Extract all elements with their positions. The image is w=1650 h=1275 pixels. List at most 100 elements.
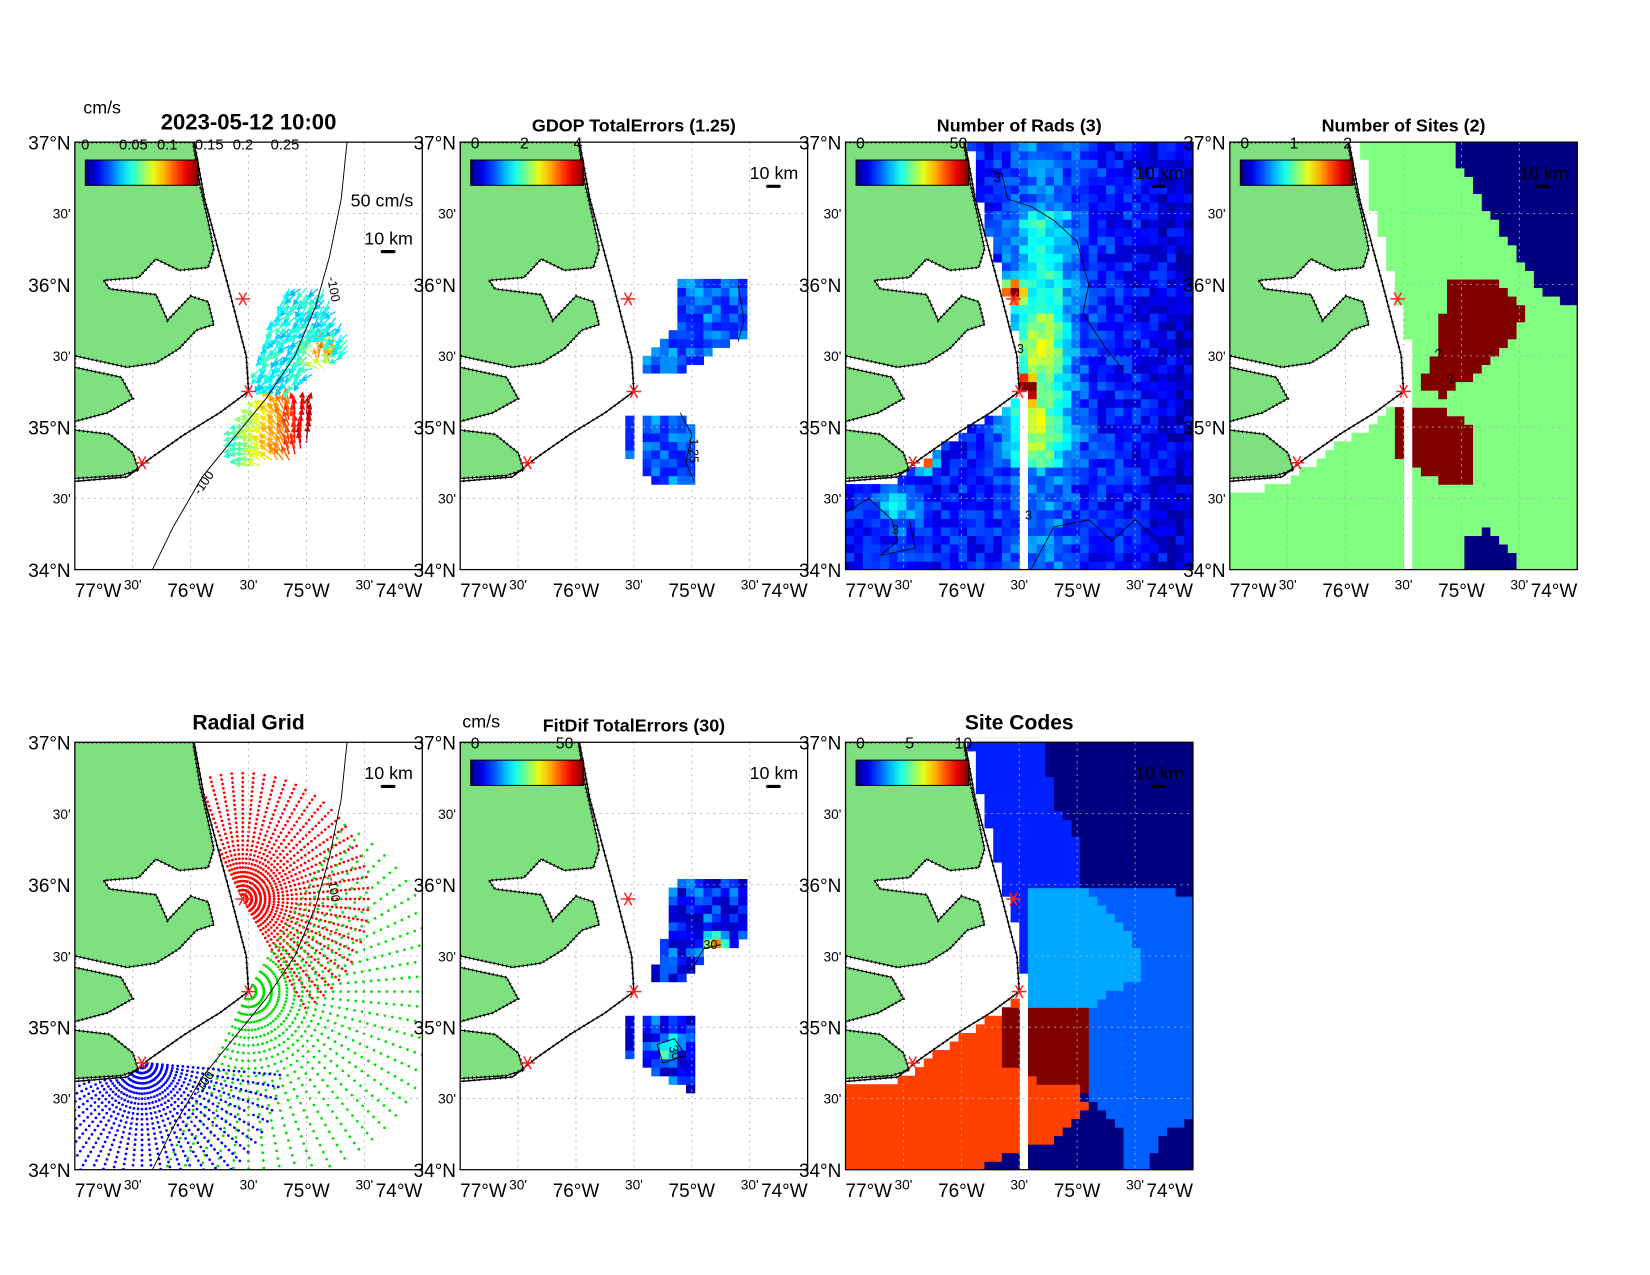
grid-cell [1394, 561, 1405, 570]
grid-cell [1080, 475, 1090, 485]
grid-cell [1464, 159, 1474, 169]
grid-cell [1053, 561, 1064, 570]
radial-grid-point [279, 842, 283, 846]
lat-tick-label: 36°N [414, 276, 456, 297]
grid-cell [1106, 270, 1116, 280]
site-marker-2 [1011, 384, 1027, 399]
grid-cell [1071, 167, 1081, 177]
radial-grid-point [319, 852, 322, 856]
grid-cell [712, 296, 722, 306]
grid-cell [1071, 492, 1081, 502]
grid-cell [1114, 441, 1125, 451]
grid-cell [1001, 432, 1012, 442]
grid-cell [1062, 432, 1072, 442]
radial-grid-point [279, 883, 283, 887]
vector-arrow [263, 368, 273, 381]
grid-cell [1088, 518, 1099, 528]
grid-cell [1132, 501, 1142, 511]
grid-cell [1490, 561, 1500, 570]
grid-cell [915, 484, 925, 494]
grid-cell [1132, 526, 1142, 537]
arrow-head [274, 327, 282, 335]
grid-cell [1368, 518, 1379, 528]
grid-cell [1473, 261, 1483, 272]
grid-cell [1149, 475, 1159, 485]
grid-cell [1429, 278, 1439, 289]
radial-grid-point [260, 916, 264, 920]
grid-cell [1455, 347, 1465, 357]
arrow-head [233, 416, 241, 423]
grid-cell [1264, 535, 1274, 545]
grid-cell [1080, 296, 1090, 306]
grid-cell [1429, 501, 1439, 511]
grid-cell [1036, 526, 1046, 537]
grid-cell [1299, 475, 1309, 485]
grid-cell [1568, 227, 1578, 237]
grid-cell [845, 509, 855, 519]
radial-grid-point [257, 870, 260, 874]
grid-cell [1175, 296, 1185, 306]
grid-cell [1438, 449, 1448, 460]
colorbar-tick-label: 0.15 [195, 138, 224, 154]
grid-cell [651, 432, 661, 442]
grid-cell [1036, 355, 1046, 366]
grid-cell [941, 492, 951, 502]
grid-cell [1036, 330, 1046, 340]
grid-cell [1123, 518, 1133, 528]
grid-cell [1447, 253, 1457, 263]
grid-cell [1403, 142, 1413, 152]
radial-grid-point [333, 962, 336, 965]
grid-cell [1123, 304, 1133, 314]
grid-cell [1525, 432, 1535, 442]
grid-cell [1158, 184, 1168, 195]
grid-cell [1019, 244, 1029, 254]
radial-grid-point [334, 951, 338, 955]
grid-cell [1499, 526, 1509, 537]
grid-cell [1412, 270, 1422, 280]
grid-cell [1019, 287, 1029, 297]
grid-cell [1158, 219, 1168, 229]
radial-grid-point [313, 794, 317, 798]
radial-grid-point [277, 894, 280, 898]
grid-cell [1447, 467, 1457, 477]
radial-grid-point [281, 869, 285, 872]
grid-cell [1525, 415, 1535, 425]
grid-cell [1559, 484, 1570, 494]
radial-grid-point [295, 897, 298, 901]
grid-cell [1542, 441, 1552, 451]
contour-label: 3 [892, 523, 899, 537]
grid-cell [1568, 278, 1578, 289]
grid-cell [1533, 518, 1544, 528]
grid-cell [1447, 458, 1457, 468]
grid-cell [1447, 509, 1457, 519]
arrow-head [274, 406, 281, 414]
grid-cell [1551, 142, 1561, 152]
arrow-head [314, 303, 322, 311]
arrow-head [287, 385, 294, 393]
grid-cell [1027, 355, 1038, 366]
radial-grid-point [235, 835, 239, 838]
radial-grid-point [330, 822, 334, 826]
radial-grid-point [321, 904, 325, 908]
grid-cell [1542, 330, 1552, 340]
grid-cell [1114, 552, 1125, 562]
radial-grid-point [267, 860, 270, 864]
grid-cell [1473, 330, 1483, 340]
radial-grid-point [250, 844, 254, 848]
grid-cell [1455, 381, 1465, 391]
grid-cell [1464, 304, 1474, 314]
radial-grid-point [290, 920, 293, 924]
grid-cell [1568, 475, 1578, 485]
grid-cell [1149, 184, 1159, 195]
radial-grid-point [271, 784, 275, 788]
radial-grid-point [231, 781, 234, 784]
grid-cell [984, 201, 994, 212]
grid-cell [1481, 193, 1492, 203]
radial-grid-point [244, 861, 248, 865]
grid-cell [1132, 193, 1142, 203]
grid-cell [1334, 561, 1344, 570]
grid-cell [1184, 167, 1193, 177]
grid-cell [1045, 543, 1055, 554]
grid-cell [1097, 210, 1107, 220]
grid-cell [1342, 501, 1353, 511]
